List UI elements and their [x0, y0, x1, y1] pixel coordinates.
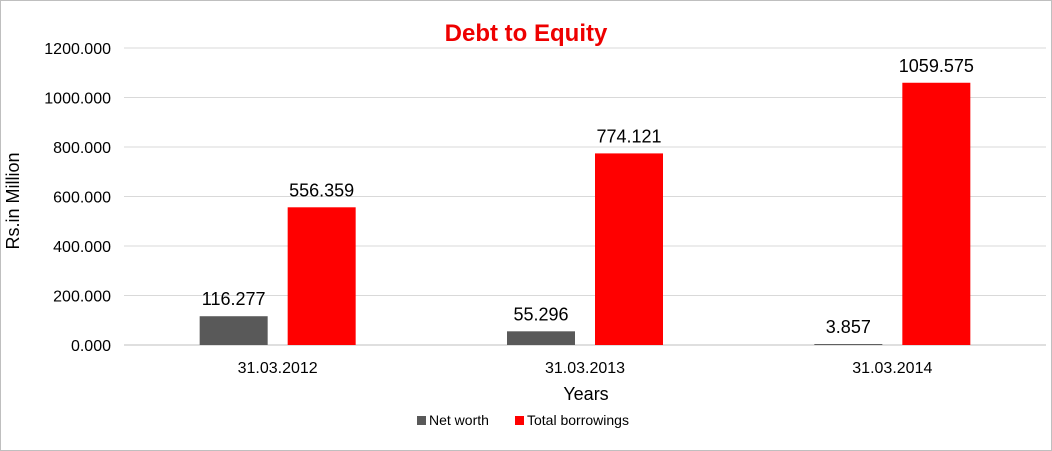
legend-entry: Net worth: [429, 412, 489, 428]
x-axis-ticks: 31.03.2012 31.03.2013 31.03.2014: [238, 360, 933, 377]
legend: Net worth Total borrowings: [417, 412, 629, 428]
bar: [507, 331, 575, 345]
y-tick-label: 400.000: [53, 239, 111, 256]
y-tick-label: 600.000: [53, 190, 111, 207]
bar: [902, 82, 971, 345]
y-axis-label: Rs.in Million: [3, 152, 23, 249]
y-axis-ticks: 0.000 200.000 400.000 600.000 800.000 1000.00…: [44, 41, 111, 355]
gridlines: [124, 47, 1046, 346]
bar: [814, 344, 883, 345]
bar: [595, 153, 663, 345]
bar: [287, 207, 356, 345]
data-label: 774.121: [596, 126, 661, 146]
x-axis-label: Years: [563, 384, 608, 404]
data-label: 55.296: [513, 304, 568, 324]
data-label: 3.857: [826, 317, 871, 337]
legend-entry: Total borrowings: [527, 412, 629, 428]
x-tick-label: 31.03.2013: [545, 360, 625, 377]
legend-swatch: [417, 416, 426, 425]
chart-title: Debt to Equity: [445, 20, 608, 47]
data-label: 116.277: [202, 289, 266, 309]
y-tick-label: 800.000: [53, 140, 111, 157]
y-tick-label: 0.000: [71, 338, 111, 355]
x-tick-label: 31.03.2012: [238, 360, 318, 377]
y-tick-label: 1200.000: [44, 41, 111, 58]
y-tick-label: 200.000: [53, 289, 111, 306]
data-label: 556.359: [289, 180, 354, 200]
legend-swatch: [515, 416, 524, 425]
x-tick-label: 31.03.2014: [852, 360, 932, 377]
y-tick-label: 1000.000: [44, 91, 111, 108]
bar: [199, 316, 268, 345]
data-label: 1059.575: [899, 56, 974, 76]
data-labels: 116.277 556.359 55.296 774.121 3.857 1059.575: [202, 56, 974, 337]
bars: [199, 82, 971, 345]
